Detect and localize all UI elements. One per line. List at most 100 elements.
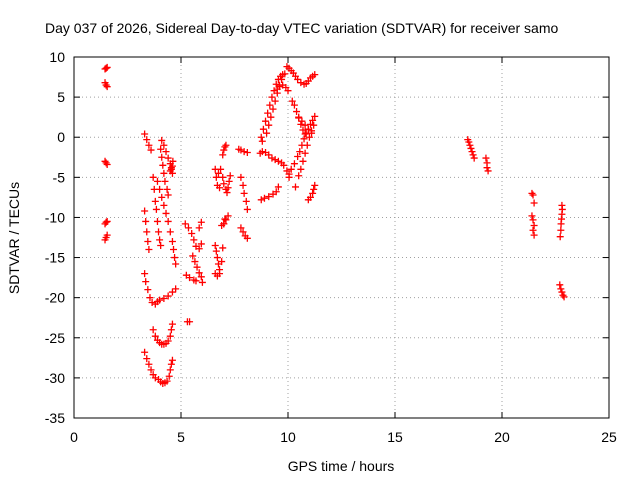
series-prn-h — [211, 165, 229, 280]
series-prn-p — [464, 136, 492, 175]
data-point — [224, 212, 232, 220]
data-point — [287, 165, 295, 173]
data-point — [216, 270, 224, 278]
series-prn-j — [235, 145, 251, 242]
data-point — [557, 226, 565, 234]
data-point — [309, 189, 317, 197]
x-tick-label: 0 — [70, 429, 78, 445]
data-point — [219, 173, 227, 181]
data-point — [237, 224, 245, 232]
data-point — [469, 151, 477, 159]
data-point — [301, 149, 309, 157]
data-point — [165, 372, 173, 380]
chart-title: Day 037 of 2026, Sidereal Day-to-day VTE… — [45, 20, 558, 36]
data-point — [151, 332, 159, 340]
data-point — [223, 189, 231, 197]
plot-frame — [73, 56, 610, 419]
data-point — [299, 157, 307, 165]
data-point — [267, 113, 275, 121]
data-point — [142, 217, 150, 225]
data-point — [142, 278, 150, 286]
series-prn-i — [219, 141, 234, 228]
data-point — [297, 120, 305, 128]
y-tick-label: -10 — [45, 209, 65, 225]
data-point — [197, 218, 205, 226]
data-point — [296, 148, 304, 156]
data-point — [297, 165, 305, 173]
data-point — [213, 254, 221, 262]
data-point — [168, 356, 176, 364]
y-tick-label: -5 — [53, 169, 66, 185]
data-point — [240, 189, 248, 197]
data-point — [172, 260, 180, 268]
data-point — [239, 228, 247, 236]
data-point — [294, 152, 302, 160]
series-prn-k — [256, 148, 293, 204]
data-point — [197, 240, 205, 248]
data-point — [268, 93, 276, 101]
data-point — [153, 177, 161, 185]
data-point — [214, 169, 222, 177]
data-point — [145, 141, 153, 149]
data-point — [181, 220, 189, 228]
data-point — [529, 191, 537, 199]
series-prn-n — [285, 112, 319, 204]
data-point — [240, 148, 248, 156]
data-point — [557, 285, 565, 293]
data-point — [285, 170, 293, 178]
data-point — [305, 133, 313, 141]
data-point — [301, 130, 309, 138]
data-point — [164, 337, 172, 345]
y-tick-label: -25 — [45, 330, 65, 346]
data-point — [466, 141, 474, 149]
data-point — [257, 133, 265, 141]
data-point — [160, 294, 168, 302]
data-point — [222, 216, 230, 224]
data-point — [295, 172, 303, 180]
series-prn-e — [149, 173, 180, 268]
data-point — [193, 263, 201, 271]
data-point — [468, 148, 476, 156]
data-point — [219, 151, 227, 159]
data-point — [156, 185, 164, 193]
data-point — [149, 326, 157, 334]
data-point — [298, 117, 306, 125]
data-point — [558, 288, 566, 296]
data-point — [311, 71, 319, 79]
series-prn-l — [257, 70, 289, 145]
data-point — [160, 169, 168, 177]
data-point — [163, 185, 171, 193]
data-point — [160, 141, 168, 149]
data-point — [257, 196, 265, 204]
data-point — [143, 355, 151, 363]
data-point — [556, 281, 564, 289]
data-point — [308, 129, 316, 137]
data-point — [560, 293, 568, 301]
data-point — [141, 348, 149, 356]
data-point — [195, 224, 203, 232]
data-point — [144, 286, 152, 294]
x-tick-label: 25 — [601, 429, 617, 445]
data-point — [211, 242, 219, 250]
data-point — [225, 177, 233, 185]
data-point — [103, 160, 111, 168]
data-point — [166, 228, 174, 236]
data-point — [144, 238, 152, 246]
data-point — [145, 246, 153, 254]
data-point — [157, 145, 165, 153]
data-point — [309, 116, 317, 124]
series-prn-m — [273, 63, 319, 95]
data-point — [166, 167, 174, 175]
data-point — [306, 193, 314, 201]
data-point — [311, 181, 319, 189]
x-axis-label: GPS time / hours — [288, 458, 395, 474]
data-point — [290, 101, 298, 109]
data-point — [164, 154, 172, 162]
data-point — [168, 288, 176, 296]
data-point — [147, 366, 155, 374]
data-point — [102, 159, 110, 167]
data-point — [143, 136, 151, 144]
data-point — [269, 105, 277, 113]
data-point — [103, 63, 111, 71]
